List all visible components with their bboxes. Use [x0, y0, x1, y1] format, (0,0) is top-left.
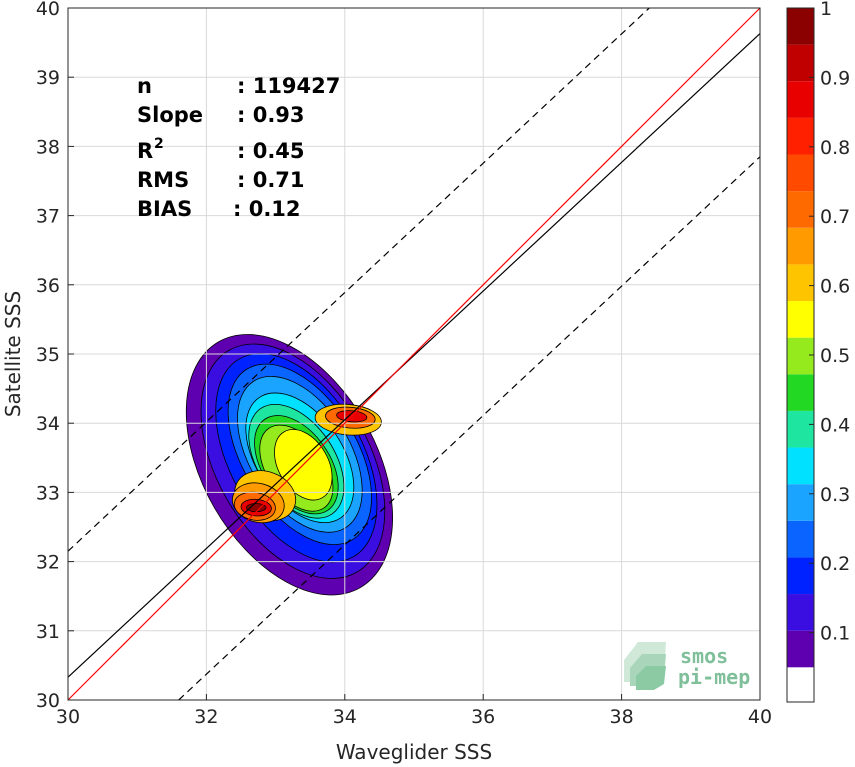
- x-axis-label: Waveglider SSS: [336, 740, 492, 764]
- y-tick-label-10: 40: [36, 0, 60, 20]
- y-tick-label-7: 37: [36, 206, 60, 228]
- y-tick-label-1: 31: [36, 621, 60, 643]
- colorbar-tick-label-5: 0.6: [820, 276, 850, 298]
- colorbar-tick-label-7: 0.8: [820, 137, 850, 159]
- y-tick-label-0: 30: [36, 690, 60, 712]
- colorbar-tick-label-1: 0.2: [820, 553, 850, 575]
- stat-slope-value: : 0.93: [237, 103, 305, 127]
- line-upper-bound: [67, 7, 650, 552]
- y-axis-ticks: 30 31 32 33 34 35 36 37 38 39 40: [36, 0, 74, 712]
- x-tick-label-2: 34: [333, 706, 357, 728]
- colorbar-band-14: [787, 154, 814, 192]
- reference-lines: [67, 7, 761, 701]
- stats-box: n : 119427 Slope : 0.93 R 2 : 0.45 RMS :…: [137, 74, 340, 221]
- colorbar-tick-label-3: 0.4: [820, 414, 850, 436]
- line-lower-bound: [178, 156, 761, 701]
- logo: smos pi-mep: [624, 642, 750, 690]
- y-tick-label-8: 38: [36, 136, 60, 158]
- colorbar-band-13: [787, 191, 814, 228]
- stat-n-value: : 119427: [237, 74, 340, 98]
- y-axis-label: Satellite SSS: [1, 291, 25, 417]
- colorbar-band-6: [787, 447, 814, 485]
- y-tick-label-5: 35: [36, 344, 60, 366]
- colorbar-band-11: [787, 264, 814, 302]
- y-tick-label-6: 36: [36, 275, 60, 297]
- colorbar-band-4: [787, 520, 814, 558]
- colorbar-tick-label-8: 0.9: [820, 67, 850, 89]
- colorbar-band-12: [787, 227, 814, 265]
- logo-line-1: smos: [680, 644, 728, 668]
- colorbar-band-7: [787, 410, 814, 448]
- y-tick-label-9: 39: [36, 67, 60, 89]
- logo-line-2: pi-mep: [678, 665, 750, 689]
- line-identity: [67, 7, 761, 701]
- colorbar-band-17: [787, 44, 814, 82]
- colorbar-tick-label-0: 0.1: [820, 623, 850, 645]
- y-tick-label-2: 32: [36, 552, 60, 574]
- colorbar-band-18: [787, 8, 814, 45]
- x-tick-label-4: 38: [610, 706, 634, 728]
- stat-r2-value: : 0.45: [237, 139, 305, 163]
- colorbar-band-1: [787, 630, 814, 668]
- stat-rms-label: RMS: [137, 168, 189, 192]
- colorbar-ticks: 0.1 0.2 0.3 0.4 0.5 0.6 0.7 0.8 0.9 1: [809, 0, 850, 645]
- colorbar-band-2: [787, 594, 814, 631]
- colorbar: [787, 8, 814, 702]
- colorbar-band-5: [787, 484, 814, 521]
- y-tick-label-3: 33: [36, 482, 60, 504]
- stat-rms-value: : 0.71: [237, 168, 305, 192]
- stat-n-label: n: [137, 74, 152, 98]
- stat-slope-label: Slope: [137, 103, 203, 127]
- stat-bias-label: BIAS: [137, 197, 192, 221]
- y-tick-label-4: 34: [36, 413, 60, 435]
- colorbar-tick-label-6: 0.7: [820, 206, 850, 228]
- x-axis-ticks: 30 32 34 36 38 40: [56, 694, 772, 728]
- line-fit: [67, 33, 761, 678]
- stat-r2-label: R: [137, 139, 153, 163]
- colorbar-band-0: [787, 667, 814, 702]
- colorbar-tick-label-4: 0.5: [820, 345, 850, 367]
- x-tick-label-3: 36: [471, 706, 495, 728]
- x-tick-label-0: 30: [56, 706, 80, 728]
- stat-bias-value: : 0.12: [233, 197, 301, 221]
- colorbar-band-9: [787, 337, 814, 375]
- logo-graphic-icon: [624, 642, 666, 690]
- colorbar-band-8: [787, 374, 814, 411]
- colorbar-tick-label-9: 1: [820, 0, 832, 20]
- x-tick-label-1: 32: [194, 706, 218, 728]
- colorbar-band-10: [787, 301, 814, 338]
- colorbar-tick-label-2: 0.3: [820, 484, 850, 506]
- stat-r2-sup: 2: [154, 136, 164, 152]
- colorbar-band-15: [787, 117, 814, 155]
- colorbar-band-16: [787, 81, 814, 118]
- x-tick-label-5: 40: [748, 706, 772, 728]
